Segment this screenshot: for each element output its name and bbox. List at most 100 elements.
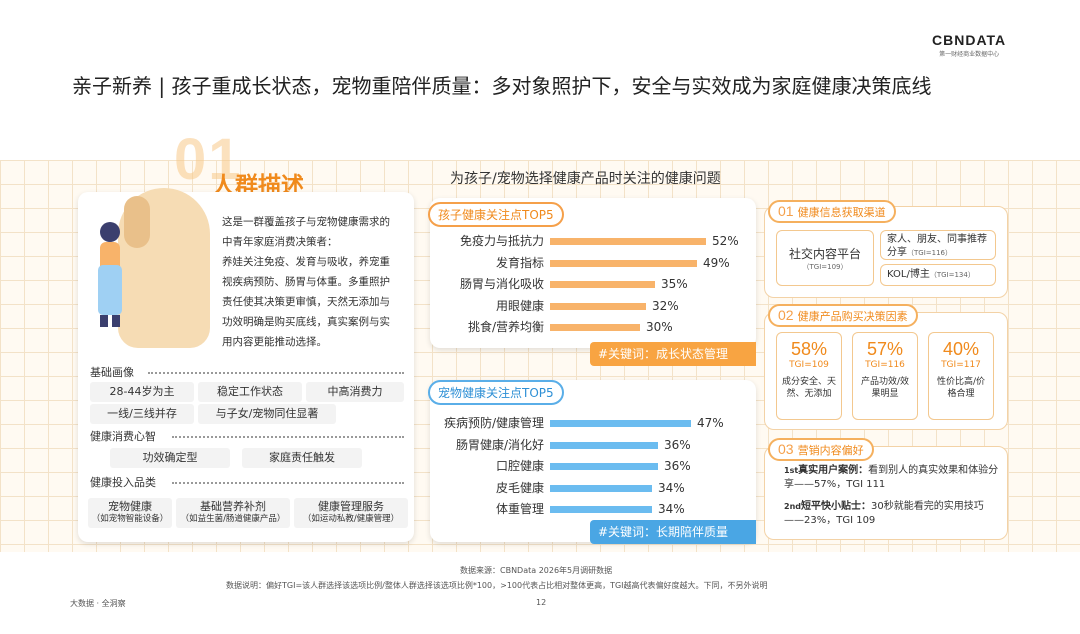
bar [550, 238, 706, 245]
marketing-text: 看到别人的真实效果和体验分享——57%，TGI 111 [784, 465, 999, 490]
decision-item: 40% TGI=117 性价比高/价格合理 [928, 332, 994, 420]
bar-label: 发育指标 [495, 255, 544, 270]
decision-pct: 57% [866, 339, 904, 359]
bar-value-label: 49% [703, 255, 730, 270]
profile-tag: 28-44岁为主 [90, 382, 194, 402]
bar-label: 用眼健康 [495, 298, 544, 313]
info-channel-num: 01 [778, 203, 794, 219]
decision-tgi: TGI=116 [865, 360, 905, 370]
bar [550, 259, 697, 267]
info-side1-tgi: （TGI=116） [907, 249, 952, 257]
bar [550, 463, 658, 470]
bar-value-label: 30% [646, 320, 673, 334]
marketing-text: 30秒就能看完的实用技巧——23%，TGI 109 [784, 501, 984, 526]
pet-chart-card [430, 380, 756, 542]
marketing-rank: 1st [784, 466, 799, 475]
child-keyword: #关键词：成长状态管理 [590, 342, 756, 366]
profile-tag: 与子女/宠物同住显著 [198, 404, 336, 424]
bar-label: 挑食/营养均衡 [467, 320, 544, 334]
bar [550, 324, 640, 331]
intro-line: 责任使其决策更审慎，天然无添加与 [222, 296, 390, 308]
marketing-card [764, 446, 1008, 540]
info-channel-title: 健康信息获取渠道 [797, 206, 886, 219]
invest-header: 健康投入品类 [90, 476, 156, 489]
bar [550, 506, 652, 513]
data-source: 数据来源：CBNData 2026年5月调研数据 [460, 566, 613, 575]
bar-value-label: 36% [664, 437, 691, 452]
decision-num: 02 [778, 307, 794, 323]
bar-label: 疾病预防/健康管理 [443, 416, 544, 430]
marketing-num: 03 [778, 441, 794, 457]
info-side2-box: KOL/博主（TGI=134） [880, 264, 996, 286]
bar-value-label: 32% [652, 298, 679, 313]
bar [550, 484, 652, 492]
decision-desc: 产品功效/效果明显 [860, 377, 910, 399]
profile-tag: 稳定工作状态 [198, 382, 302, 402]
decision-title: 健康产品购买决策因素 [797, 310, 908, 323]
marketing-item: 1st真实用户案例：看到别人的真实效果和体验分享——57%，TGI 111 [784, 464, 1000, 492]
child-bar-chart: 免疫力与抵抗力 52% 发育指标 49% 肠胃与消化吸收 35% 用眼健康 32% 挑食/营养均… [430, 228, 756, 338]
invest-tag-name: 健康管理服务 [318, 500, 384, 513]
profile-tag: 一线/三线并存 [90, 404, 194, 424]
info-side1-box: 家人、朋友、同事推荐分享（TGI=116） [880, 230, 996, 260]
decision-desc: 性价比高/价格合理 [936, 377, 986, 399]
marketing-rank: 2nd [784, 502, 801, 511]
decision-pct: 40% [942, 339, 980, 359]
divider [148, 372, 404, 374]
info-side1: 家人、朋友、同事推荐分享 [887, 234, 987, 258]
bar-label: 口腔健康 [495, 459, 544, 473]
intro-line: 养娃关注免疫、发育与吸收，养宠重 [222, 256, 390, 268]
chart-main-title: 为孩子/宠物选择健康产品时关注的健康问题 [450, 171, 721, 187]
decision-pct: 58% [790, 339, 828, 359]
marketing-title: 营销内容偏好 [797, 444, 864, 457]
bar [550, 420, 691, 427]
invest-tag-desc: （如宠物智能设备） [91, 514, 169, 524]
marketing-label: 真实用户案例： [798, 465, 869, 476]
invest-tag: 基础营养补剂 （如益生菌/肠道健康产品） [176, 498, 290, 528]
bar-value-label: 35% [661, 277, 688, 291]
section-number: 01 [174, 127, 243, 192]
decision-tgi: TGI=117 [941, 360, 981, 370]
intro-line: 功效明确是购买底线，真实案例与实 [222, 316, 390, 328]
info-main-tgi: （TGI=109） [802, 263, 848, 271]
bar [550, 441, 658, 449]
info-main: 社交内容平台 [788, 247, 861, 261]
bar-value-label: 36% [664, 459, 691, 473]
info-side2: KOL/博主 [887, 269, 930, 280]
marketing-tag: 03 营销内容偏好 [768, 438, 874, 461]
invest-tag-desc: （如运动私教/健康管理） [302, 514, 400, 524]
pet-keyword: #关键词：长期陪伴质量 [590, 520, 756, 544]
intro-line: 这是一群覆盖孩子与宠物健康需求的 [222, 216, 390, 228]
child-chart-title: 孩子健康关注点TOP5 [428, 202, 564, 227]
pet-bar-chart: 疾病预防/健康管理 47% 肠胃健康/消化好 36% 口腔健康 36% 皮毛健康 34% 体重管… [430, 410, 756, 520]
info-side2-tgi: （TGI=134） [929, 271, 975, 279]
divider [172, 436, 404, 438]
page-number: 12 [536, 598, 547, 607]
pet-chart-title: 宠物健康关注点TOP5 [428, 380, 564, 405]
invest-tag: 宠物健康 （如宠物智能设备） [88, 498, 172, 528]
bar-label: 皮毛健康 [495, 480, 544, 495]
bar-value-label: 34% [658, 480, 685, 495]
profile-tag: 中高消费力 [306, 382, 404, 402]
brand-tagline: 第一财经商业数据中心 [939, 51, 1000, 58]
bar-value-label: 34% [658, 502, 685, 516]
bar-label: 肠胃与消化吸收 [459, 277, 544, 291]
intro-line: 视疾病预防、肠胃与体重。多重照护 [222, 276, 390, 288]
bar-label: 肠胃健康/消化好 [455, 437, 544, 452]
invest-tag: 健康管理服务 （如运动私教/健康管理） [294, 498, 408, 528]
invest-tag-name: 宠物健康 [108, 500, 152, 513]
footer-brand: 大数据 · 全洞察 [70, 599, 126, 608]
invest-tag-desc: （如益生菌/肠道健康产品） [180, 514, 286, 524]
bar-value-label: 47% [697, 416, 724, 430]
marketing-item: 2nd短平快小贴士：30秒就能看完的实用技巧——23%，TGI 109 [784, 500, 1000, 528]
mind-tag: 家庭责任触发 [242, 448, 362, 468]
info-main-box: 社交内容平台 （TGI=109） [776, 230, 874, 286]
invest-tag-name: 基础营养补剂 [200, 500, 266, 513]
bar [550, 281, 655, 288]
page-title: 亲子新养 | 孩子重成长状态，宠物重陪伴质量：多对象照护下，安全与实效成为家庭健… [72, 74, 932, 98]
bar-label: 体重管理 [495, 502, 544, 516]
girl-illustration [98, 222, 122, 327]
info-channel-tag: 01 健康信息获取渠道 [768, 200, 896, 223]
brand-logo: CBNDATA 第一财经商业数据中心 [932, 32, 1006, 58]
basic-profile-header: 基础画像 [90, 366, 134, 379]
